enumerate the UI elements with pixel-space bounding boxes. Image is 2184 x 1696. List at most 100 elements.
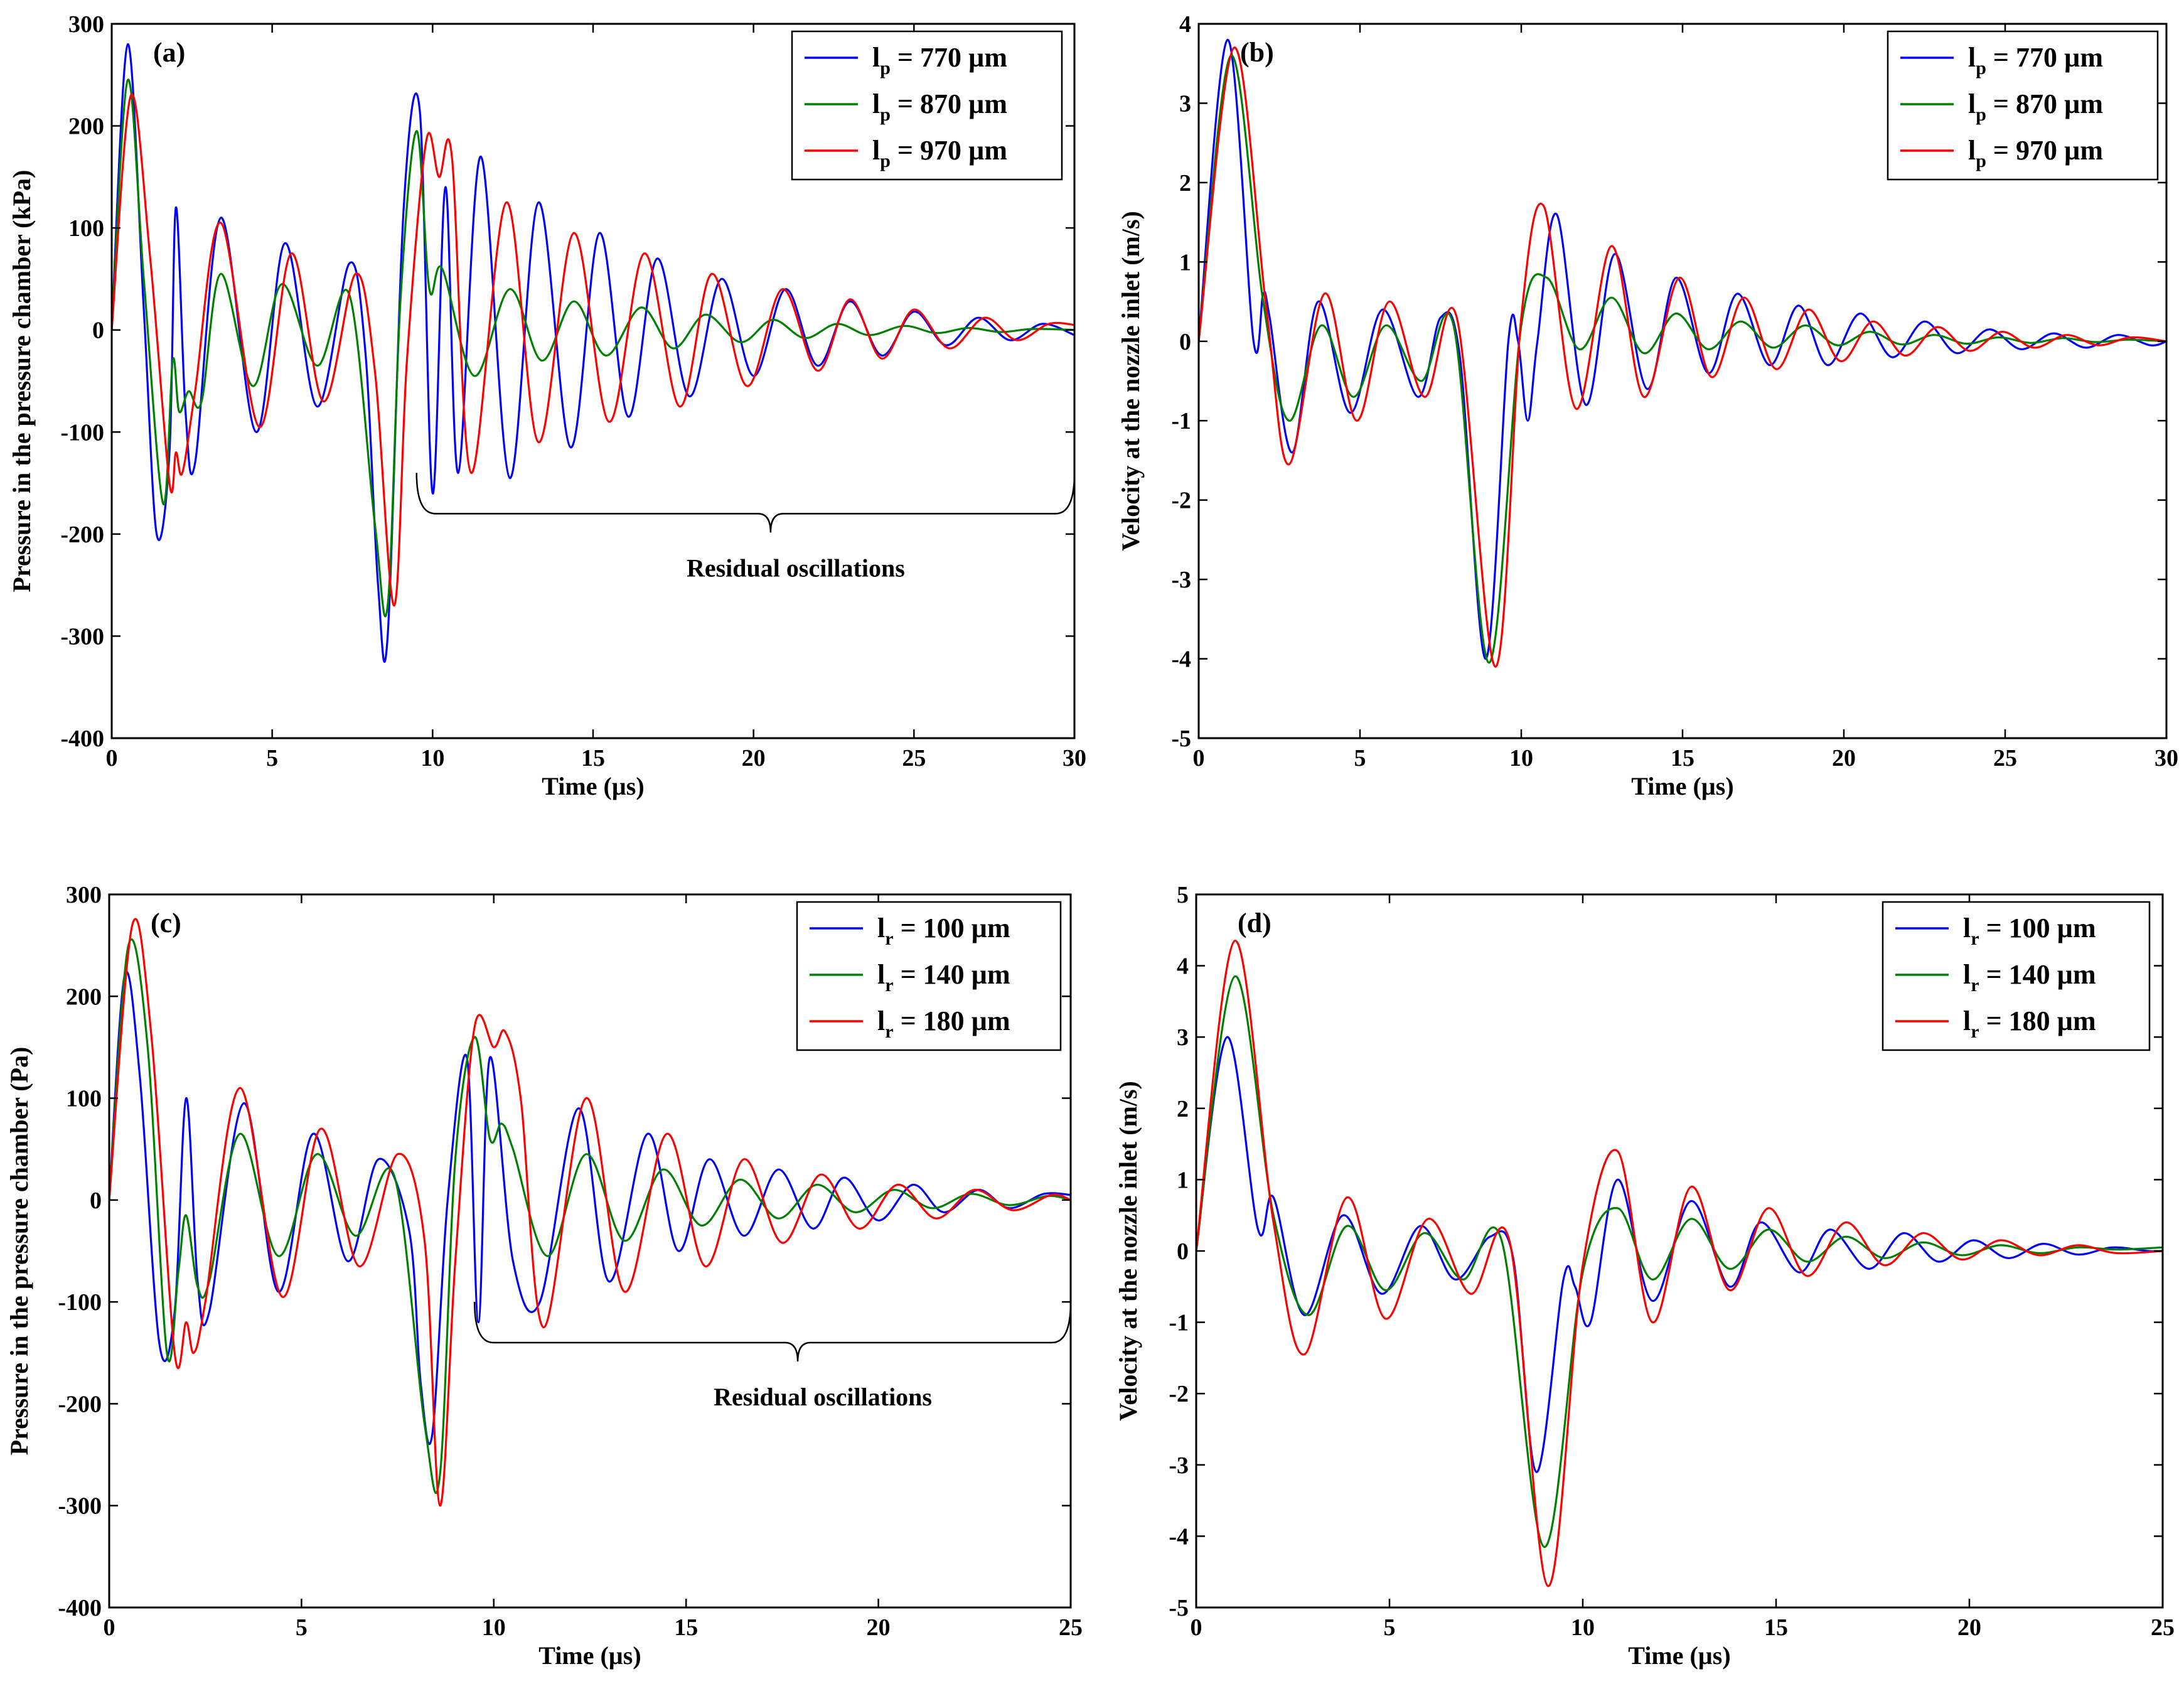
x-tick-label: 0 [1193,745,1205,771]
x-tick-label: 10 [482,1614,506,1641]
panel-label: (d) [1238,908,1271,938]
y-tick-label: -100 [60,419,104,446]
x-tick-label: 5 [266,745,278,771]
axes-frame [108,893,1072,1609]
chart-panel-a: 0 5 10 15 20 25 30 -400 -300 -200 -100 0 100 200 300 Ti… [8,11,1086,800]
y-tick-label: -3 [1169,1452,1189,1479]
legend-box [1882,901,2151,1051]
y-tick-label: 1 [1177,1167,1189,1193]
y-tick-label: -2 [1169,1381,1189,1407]
series-line-1 [1196,1036,2163,1473]
y-tick-label: -400 [58,1595,102,1621]
x-axis-label: Time (µs) [542,772,644,800]
y-tick-label: 2 [1177,1096,1189,1122]
x-tick-label: 5 [296,1614,308,1641]
y-tick-label: 4 [1179,11,1191,38]
panel-label: (c) [151,908,181,938]
annotation-label: Residual oscillations [714,1383,932,1411]
legend-entry-3: lp = 970 µm [872,135,1007,171]
x-tick-label: 20 [867,1614,891,1641]
x-tick-label: 25 [1059,1614,1083,1641]
series-group [1196,940,2163,1587]
legend-entry-3: lr = 180 µm [877,1006,1010,1042]
legend-entry-2: lr = 140 µm [1963,959,2096,996]
legend: lp = 770 µm lp = 870 µm lp = 970 µm [1887,30,2159,181]
panel-label: (a) [153,37,185,68]
y-tick-label: 300 [66,882,102,908]
y-tick-label: 0 [90,1188,102,1214]
x-tick-label: 20 [742,745,766,771]
x-tick-label: 5 [1354,745,1366,771]
annotation-label: Residual oscillations [687,554,905,582]
y-tick-label: -200 [58,1391,102,1417]
legend-entry-1: lp = 770 µm [872,42,1007,78]
x-tick-label: 5 [1384,1614,1396,1641]
x-tick-label: 10 [420,745,444,771]
legend: lr = 100 µm lr = 140 µm lr = 180 µm [1882,901,2151,1051]
y-axis-label: Velocity at the nozzle inlet (m/s) [1114,1081,1142,1421]
series-line-2 [109,938,1071,1495]
x-tick-label: 0 [106,745,118,771]
y-tick-label: 3 [1177,1024,1189,1051]
series-line-3 [112,93,1074,607]
legend-entry-3: lr = 180 µm [1963,1006,2096,1042]
legend-entry-1: lr = 100 µm [1963,913,2096,949]
series-line-1 [109,970,1071,1446]
x-tick-label: 20 [1957,1614,1981,1641]
y-tick-label: -2 [1171,488,1191,514]
x-tick-label: 15 [674,1614,698,1641]
x-tick-label: 10 [1571,1614,1595,1641]
y-tick-label: 100 [66,1086,102,1112]
x-tick-label: 30 [2155,745,2178,771]
legend-box [1887,30,2159,181]
x-tick-label: 25 [1993,745,2017,771]
chart-panel-c: 0 5 10 15 20 25 -400 -300 -200 -100 0 100 200 300 Time… [5,882,1083,1670]
y-tick-label: -300 [58,1493,102,1520]
legend-entry-2: lp = 870 µm [872,89,1007,125]
series-group [109,918,1071,1507]
legend-entry-1: lr = 100 µm [877,913,1010,949]
series-line-3 [109,918,1071,1507]
y-axis-label: Velocity at the nozzle inlet (m/s) [1116,211,1145,551]
series-line-2 [112,78,1074,618]
y-tick-label: -100 [58,1289,102,1316]
x-tick-label: 15 [1671,745,1694,771]
y-tick-label: -300 [60,623,104,650]
y-tick-label: -4 [1171,647,1191,673]
residual-bracket [415,473,1076,533]
y-tick-label: 200 [66,984,102,1010]
y-tick-label: 0 [1179,329,1191,355]
x-tick-label: 30 [1063,745,1086,771]
series-line-1 [1199,38,2166,660]
legend-box [796,901,1062,1051]
residual-bracket [473,1302,1072,1362]
y-tick-label: 300 [68,11,104,38]
legend: lr = 100 µm lr = 140 µm lr = 180 µm [796,901,1062,1051]
x-tick-label: 15 [581,745,605,771]
series-group [112,43,1074,663]
y-tick-label: 0 [92,318,104,344]
x-axis-label: Time (µs) [538,1641,641,1670]
series-line-3 [1199,46,2166,668]
y-tick-label: -3 [1171,567,1191,593]
chart-panel-b: 0 5 10 15 20 25 30 -5 -4 -3 -2 -1 0 1 2 3 4 Time (µs) Velo… [1116,11,2178,800]
y-tick-label: 0 [1177,1238,1189,1265]
legend: lp = 770 µm lp = 870 µm lp = 970 µm [791,30,1063,181]
y-tick-label: 2 [1179,170,1191,196]
y-tick-label: 4 [1177,953,1189,980]
x-tick-label: 10 [1509,745,1533,771]
series-group [1199,38,2166,668]
series-line-3 [1196,940,2163,1587]
x-tick-label: 25 [2151,1614,2175,1641]
series-line-2 [1199,54,2166,664]
legend-entry-2: lr = 140 µm [877,959,1010,996]
y-tick-label: 100 [68,215,104,242]
y-axis-label: Pressure in the pressure chamber (Pa) [5,1047,33,1456]
legend-entry-3: lp = 970 µm [1968,135,2103,171]
y-tick-label: -5 [1169,1595,1189,1621]
x-tick-label: 0 [1191,1614,1202,1641]
legend-entry-2: lp = 870 µm [1968,89,2103,125]
y-tick-label: 5 [1177,882,1189,908]
x-tick-label: 20 [1832,745,1856,771]
